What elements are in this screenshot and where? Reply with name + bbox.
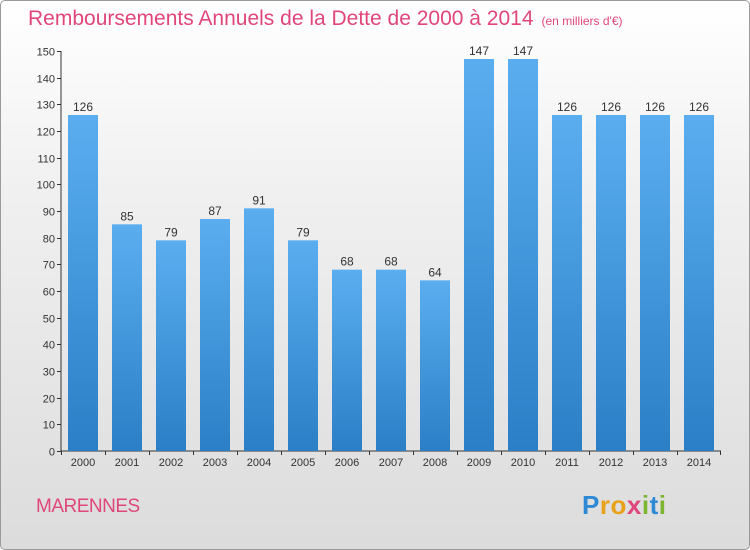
data-label: 79 [164, 225, 178, 239]
y-tick-label: 90 [43, 207, 55, 219]
y-tick-label: 10 [43, 420, 55, 432]
y-tick-label: 120 [37, 127, 55, 139]
proxiti-logo: Proxiti [582, 490, 666, 521]
data-label: 147 [513, 44, 533, 58]
logo-letter: P [582, 490, 600, 520]
bar [288, 240, 318, 451]
logo-letter: r [599, 490, 611, 520]
x-tick-label: 2014 [687, 457, 711, 469]
data-label: 87 [208, 204, 222, 218]
bar [640, 115, 670, 451]
x-tick-label: 2009 [467, 457, 491, 469]
bar [508, 59, 538, 451]
data-label: 147 [469, 44, 489, 58]
logo-letter: i [641, 490, 650, 520]
x-tick-label: 2010 [511, 457, 535, 469]
y-tick-label: 60 [43, 287, 55, 299]
data-label: 64 [428, 265, 442, 279]
x-tick-label: 2012 [599, 457, 623, 469]
y-tick-label: 100 [37, 180, 55, 192]
y-tick-label: 70 [43, 260, 55, 272]
bar [552, 115, 582, 451]
y-tick-label: 0 [49, 447, 55, 459]
chart-title-text: Remboursements Annuels de la Dette de 20… [28, 7, 534, 30]
x-tick-label: 2013 [643, 457, 667, 469]
y-tick-label: 50 [43, 314, 55, 326]
data-label: 126 [601, 100, 621, 114]
data-label: 68 [384, 255, 398, 269]
bar [332, 269, 362, 451]
x-tick-label: 2005 [291, 457, 315, 469]
x-tick-label: 2008 [423, 457, 447, 469]
x-tick-label: 2007 [379, 457, 403, 469]
x-tick-label: 2011 [555, 457, 579, 469]
y-tick-label: 80 [43, 234, 55, 246]
bar [596, 115, 626, 451]
y-tick-label: 140 [37, 74, 55, 86]
x-tick-label: 2000 [71, 457, 95, 469]
x-tick-label: 2004 [247, 457, 271, 469]
bar [112, 224, 142, 451]
bar [684, 115, 714, 451]
bar [420, 280, 450, 451]
bar [376, 269, 406, 451]
x-tick-label: 2002 [159, 457, 183, 469]
bar [244, 208, 274, 451]
y-tick-label: 30 [43, 367, 55, 379]
bar [68, 115, 98, 451]
y-tick-label: 20 [43, 394, 55, 406]
x-tick-label: 2003 [203, 457, 227, 469]
chart-unit: (en milliers d'€) [541, 14, 623, 28]
y-tick-label: 150 [37, 47, 55, 59]
y-tick-label: 110 [37, 154, 55, 166]
y-tick-label: 40 [43, 340, 55, 352]
chart-bars [68, 59, 714, 451]
x-tick-label: 2001 [115, 457, 139, 469]
logo-letter: o [610, 490, 627, 520]
bar [200, 219, 230, 451]
logo-letter: t [649, 490, 659, 520]
bar [156, 240, 186, 451]
data-label: 79 [296, 225, 310, 239]
data-label: 68 [340, 255, 354, 269]
chart-value-labels: 126 85 79 87 91 79 68 68 64 147 147 126 126 126 126 [73, 44, 709, 279]
data-label: 126 [557, 100, 577, 114]
data-label: 126 [689, 100, 709, 114]
data-label: 126 [73, 100, 93, 114]
logo-letter: x [626, 490, 642, 520]
data-label: 85 [120, 209, 134, 223]
data-label: 91 [252, 193, 266, 207]
x-tick-label: 2006 [335, 457, 359, 469]
chart-title: Remboursements Annuels de la Dette de 20… [28, 7, 623, 31]
bar [464, 59, 494, 451]
y-tick-label: 130 [37, 100, 55, 112]
commune-name: MARENNES [36, 496, 140, 517]
logo-letter: i [658, 490, 667, 520]
data-label: 126 [645, 100, 665, 114]
